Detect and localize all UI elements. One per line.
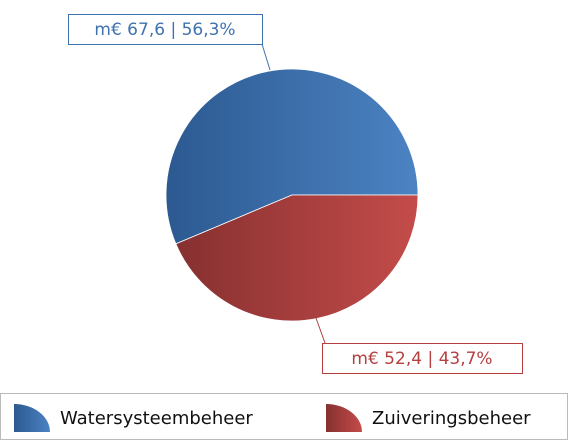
legend-icon [326,404,362,432]
label-box [322,343,523,374]
label-box [68,14,263,45]
leader-line [315,317,326,344]
legend-label: Watersysteembeheer [60,408,253,429]
pie-slice [175,194,419,322]
legend-label: Zuiveringsbeheer [372,408,531,429]
legend-icon [14,404,50,432]
pie-slice [165,68,419,245]
leader-line [261,43,271,71]
data-label: m€ 67,6 | 56,3% [94,20,235,40]
data-label: m€ 52,4 | 43,7% [351,349,492,369]
